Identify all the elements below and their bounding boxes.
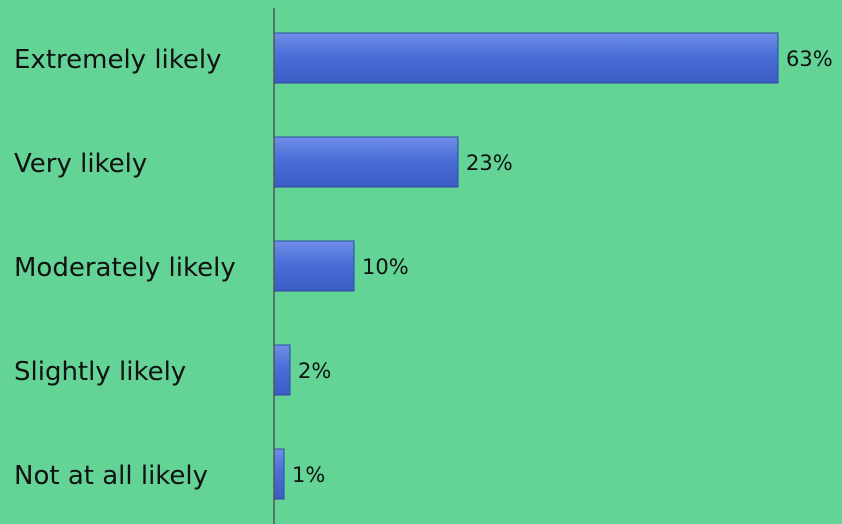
category-label-not-at-all-likely: Not at all likely	[14, 461, 208, 491]
value-label-not-at-all-likely: 1%	[292, 463, 325, 487]
bar-not-at-all-likely	[273, 448, 285, 500]
bar-extremely-likely	[273, 32, 779, 84]
category-labels: Extremely likely Very likely Moderately li…	[14, 45, 236, 491]
category-label-very-likely: Very likely	[14, 149, 147, 179]
value-label-very-likely: 23%	[466, 151, 513, 175]
bar-very-likely	[273, 136, 459, 188]
value-label-slightly-likely: 2%	[298, 359, 331, 383]
value-label-moderately-likely: 10%	[362, 255, 409, 279]
category-label-extremely-likely: Extremely likely	[14, 45, 222, 75]
category-label-moderately-likely: Moderately likely	[14, 253, 236, 283]
value-label-extremely-likely: 63%	[786, 47, 833, 71]
bar-moderately-likely	[273, 240, 355, 292]
bar-slightly-likely	[273, 344, 291, 396]
value-labels: 63% 23% 10% 2% 1%	[292, 47, 833, 487]
category-label-slightly-likely: Slightly likely	[14, 357, 186, 387]
bars-layer	[273, 32, 779, 500]
